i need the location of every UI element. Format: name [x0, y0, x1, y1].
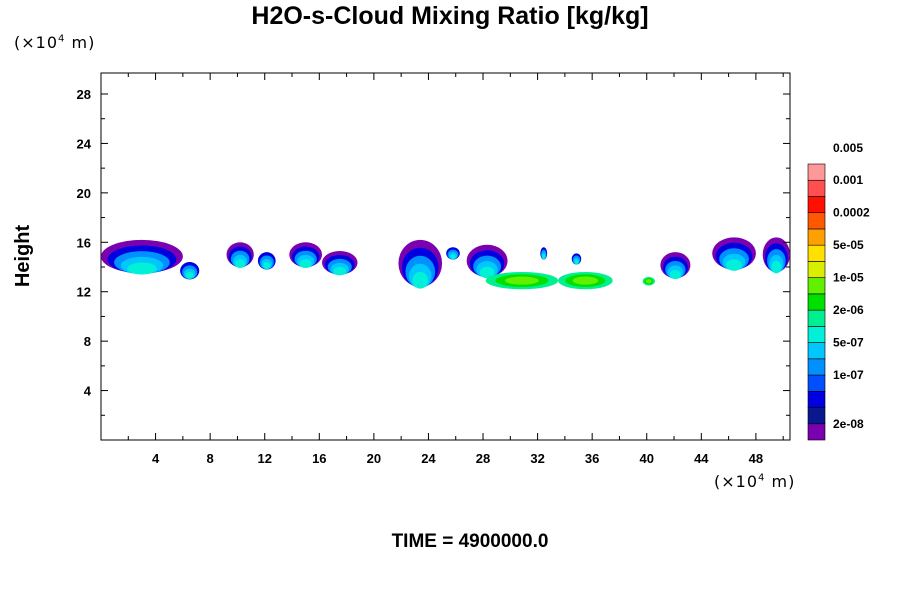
cloud-blob-16-layer-4 [771, 260, 782, 274]
cloud-blob-8-layer-4 [479, 266, 495, 279]
x-tick-label-24: 24 [421, 451, 436, 466]
colorbar-band-0 [807, 423, 826, 441]
colorbar-band-6 [807, 326, 826, 343]
y-tick-label-28: 28 [77, 87, 91, 102]
colorbar-band-1 [807, 407, 826, 425]
colorbar-band-7 [807, 309, 826, 327]
cloud-blob-4-layer-4 [299, 259, 312, 268]
x-tick-label-32: 32 [530, 451, 544, 466]
y-tick-label-24: 24 [77, 136, 92, 151]
x-tick-label-36: 36 [585, 451, 599, 466]
cloud-blob-9-layer-2 [505, 276, 539, 285]
cloud-blob-13-layer-2 [645, 279, 652, 284]
cloud-blob-3-layer-3 [263, 262, 271, 269]
colorbar-label-5: 5e-05 [833, 238, 864, 252]
colorbar-band-8 [807, 293, 826, 311]
x-tick-label-40: 40 [640, 451, 654, 466]
cloud-blob-7-layer-3 [450, 254, 456, 260]
colorbar-band-13 [807, 212, 826, 230]
chart-title: H2O-s-Cloud Mixing Ratio [kg/kg] [251, 2, 649, 30]
colorbar-band-14 [807, 196, 826, 214]
y-unit-exponent: 4 [58, 33, 66, 45]
colorbar-band-15 [807, 179, 826, 197]
y-tick-label-8: 8 [84, 334, 91, 349]
colorbar-label-8: 0.005 [833, 141, 863, 155]
colorbar-label-7: 0.001 [833, 173, 863, 187]
cloud-blob-1-layer-3 [185, 271, 194, 279]
colorbar-band-11 [807, 244, 826, 262]
x-tick-label-44: 44 [694, 451, 709, 466]
x-tick-label-4: 4 [152, 451, 160, 466]
x-tick-label-20: 20 [367, 451, 381, 466]
colorbar-band-9 [807, 277, 826, 295]
x-tick-label-8: 8 [207, 451, 214, 466]
colorbar-label-6: 0.0002 [833, 206, 870, 220]
colorbar-label-3: 2e-06 [833, 303, 864, 317]
colorbar-label-0: 2e-08 [833, 417, 864, 431]
cloud-blob-2-layer-4 [235, 259, 246, 268]
cloud-blob-6-layer-4 [412, 271, 429, 289]
cloud-blob-5-layer-4 [333, 266, 347, 276]
colorbar-band-2 [807, 390, 826, 408]
cloud-blob-14-layer-4 [669, 269, 681, 280]
colorbar-label-1: 1e-07 [833, 368, 864, 382]
x-axis-unit: (×104 m) [714, 472, 795, 491]
x-unit-prefix: (×10 [714, 472, 759, 491]
y-axis-unit: (×104 m) [14, 33, 95, 52]
colorbar-band-16 [807, 163, 826, 181]
colorbar-band-4 [807, 358, 826, 376]
colorbar-label-4: 1e-05 [833, 271, 864, 285]
cloud-blob-12-layer-3 [574, 259, 579, 265]
x-tick-label-16: 16 [312, 451, 326, 466]
colorbar-band-3 [807, 374, 826, 392]
y-tick-label-12: 12 [77, 285, 91, 300]
y-tick-label-20: 20 [77, 186, 91, 201]
x-tick-label-28: 28 [476, 451, 490, 466]
colorbar-label-2: 5e-07 [833, 336, 864, 350]
colorbar-band-12 [807, 228, 826, 246]
x-tick-label-48: 48 [749, 451, 763, 466]
y-unit-prefix: (×10 [14, 33, 59, 52]
plot-frame [100, 72, 791, 441]
x-tick-label-12: 12 [257, 451, 271, 466]
x-unit-suffix: m) [765, 472, 796, 491]
colorbar-band-10 [807, 261, 826, 278]
y-tick-label-4: 4 [84, 384, 92, 399]
cloud-blob-0-layer-4 [127, 262, 157, 275]
cloud-blob-10-layer-3 [542, 254, 546, 260]
x-unit-exponent: 4 [758, 472, 766, 484]
y-tick-label-16: 16 [77, 235, 91, 250]
time-label: TIME = 4900000.0 [391, 531, 549, 552]
cloud-blob-11-layer-2 [572, 276, 599, 285]
cloud-blob-15-layer-4 [726, 259, 742, 271]
y-unit-suffix: m) [65, 33, 96, 52]
colorbar-band-5 [807, 342, 826, 360]
